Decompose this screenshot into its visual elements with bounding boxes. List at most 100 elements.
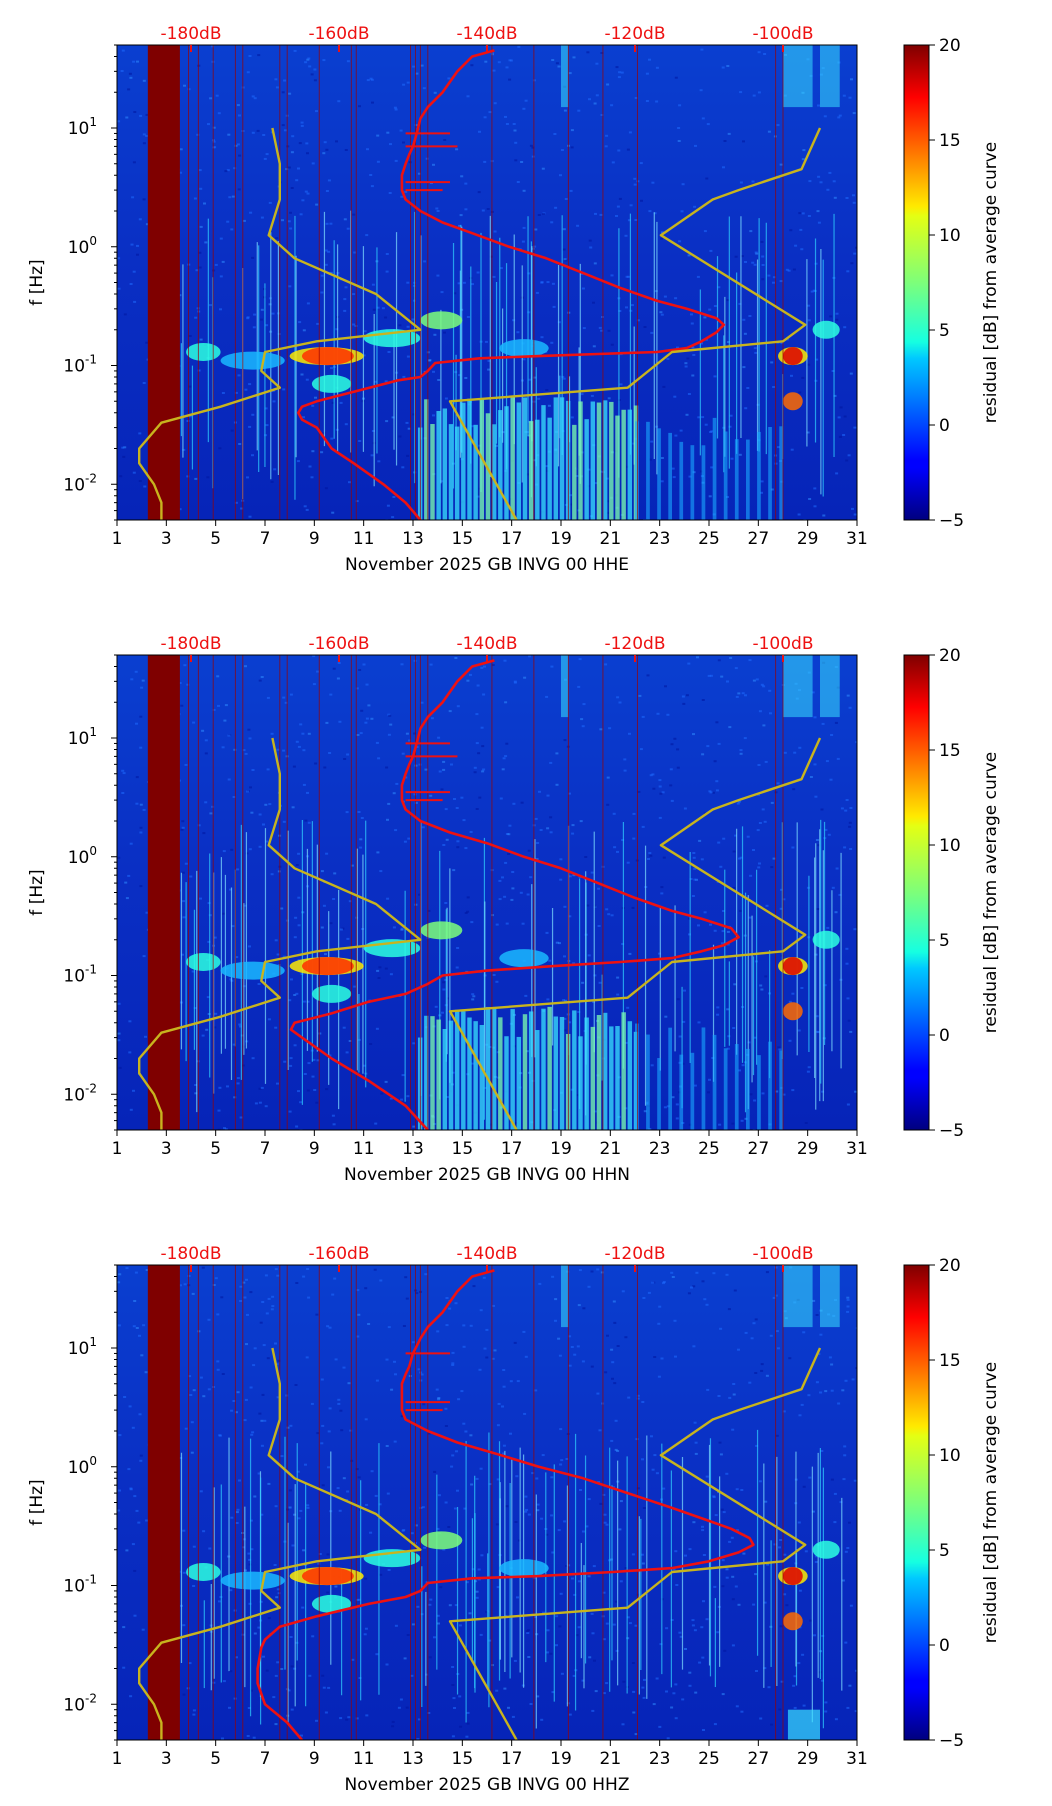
noise-speck xyxy=(571,1577,574,1580)
noise-speck xyxy=(133,1495,137,1498)
noise-speck xyxy=(503,659,507,662)
noise-speck xyxy=(339,401,343,404)
noise-speck xyxy=(554,206,558,209)
noise-speck xyxy=(221,1737,224,1740)
lowfreq-block xyxy=(454,426,460,520)
noise-speck xyxy=(817,844,821,847)
noise-speck xyxy=(139,826,143,829)
noise-speck xyxy=(316,1059,320,1062)
x-tick-label: 7 xyxy=(260,529,271,549)
noise-speck xyxy=(325,148,329,151)
noise-speck xyxy=(526,1632,530,1634)
noise-speck xyxy=(198,169,202,172)
noise-speck xyxy=(835,867,839,870)
noise-speck xyxy=(678,104,682,107)
noise-speck xyxy=(524,994,528,997)
noise-speck xyxy=(848,96,852,99)
noise-speck xyxy=(581,287,585,290)
noise-speck xyxy=(610,104,614,107)
noise-speck xyxy=(191,970,195,973)
noise-speck xyxy=(533,1616,537,1619)
microseism-band xyxy=(186,342,221,361)
noise-speck xyxy=(498,879,502,882)
noise-speck xyxy=(251,1431,255,1434)
noise-speck xyxy=(274,1723,278,1726)
noise-speck xyxy=(527,1513,531,1516)
noise-speck xyxy=(306,192,310,195)
hf-column xyxy=(561,45,569,108)
noise-speck xyxy=(292,765,296,768)
noise-speck xyxy=(479,1309,483,1312)
noise-speck xyxy=(359,838,363,841)
noise-speck xyxy=(327,250,331,253)
noise-speck xyxy=(440,291,444,294)
lowfreq-block xyxy=(424,1015,429,1130)
noise-speck xyxy=(630,304,634,307)
noise-speck xyxy=(477,1578,481,1581)
noise-speck xyxy=(289,1424,293,1427)
noise-speck xyxy=(204,739,208,742)
noise-speck xyxy=(732,1393,736,1396)
noise-speck xyxy=(318,1553,322,1555)
noise-speck xyxy=(404,190,408,193)
noise-speck xyxy=(412,413,416,416)
noise-speck xyxy=(749,874,753,877)
x-tick-label: 9 xyxy=(309,1749,320,1769)
noise-speck xyxy=(536,1509,540,1512)
noise-speck xyxy=(674,297,678,300)
noise-speck xyxy=(726,299,730,302)
noise-speck xyxy=(653,1454,657,1457)
noise-speck xyxy=(311,1075,315,1078)
y-tick-label: 10-2 xyxy=(63,1081,97,1105)
noise-speck xyxy=(725,1576,729,1579)
noise-speck xyxy=(369,77,373,80)
noise-speck xyxy=(815,1015,819,1018)
noise-speck xyxy=(329,693,333,696)
noise-speck xyxy=(207,123,210,126)
noise-speck xyxy=(365,1503,369,1506)
noise-speck xyxy=(344,423,348,426)
noise-speck xyxy=(301,1606,305,1609)
noise-speck xyxy=(455,966,459,969)
x-tick-label: 11 xyxy=(353,529,375,549)
noise-speck xyxy=(738,909,742,912)
noise-speck xyxy=(764,760,768,763)
noise-speck xyxy=(445,1297,449,1299)
noise-speck xyxy=(458,1695,462,1698)
noise-speck xyxy=(687,254,691,257)
noise-speck xyxy=(669,784,673,787)
noise-speck xyxy=(709,674,713,677)
noise-speck xyxy=(764,975,768,978)
noise-speck xyxy=(476,684,480,687)
noise-speck xyxy=(662,1487,666,1490)
noise-speck xyxy=(773,1543,777,1546)
colorbar-tick-label: 0 xyxy=(939,1026,950,1046)
noise-speck xyxy=(687,1292,691,1295)
microseism-band xyxy=(783,957,803,976)
noise-speck xyxy=(694,144,697,147)
noise-speck xyxy=(770,361,774,364)
noise-speck xyxy=(843,415,847,418)
lowfreq-block xyxy=(504,1036,509,1130)
microseism-band xyxy=(186,1562,221,1581)
noise-speck xyxy=(131,1543,135,1546)
noise-speck xyxy=(610,914,614,917)
noise-speck xyxy=(267,1018,271,1021)
noise-speck xyxy=(234,501,238,504)
microseism-band xyxy=(220,351,285,370)
noise-speck xyxy=(289,211,292,214)
noise-speck xyxy=(634,1733,638,1736)
noise-speck xyxy=(267,1482,271,1485)
noise-speck xyxy=(555,1644,558,1647)
noise-speck xyxy=(660,231,664,234)
hf-column xyxy=(820,1265,840,1328)
noise-speck xyxy=(249,1291,253,1294)
noise-speck xyxy=(592,1565,596,1568)
noise-speck xyxy=(701,753,705,756)
noise-speck xyxy=(411,1623,415,1626)
noise-speck xyxy=(218,1600,221,1603)
noise-speck xyxy=(621,1290,625,1293)
noise-speck xyxy=(767,130,771,133)
noise-speck xyxy=(721,1559,725,1562)
noise-speck xyxy=(550,665,554,668)
